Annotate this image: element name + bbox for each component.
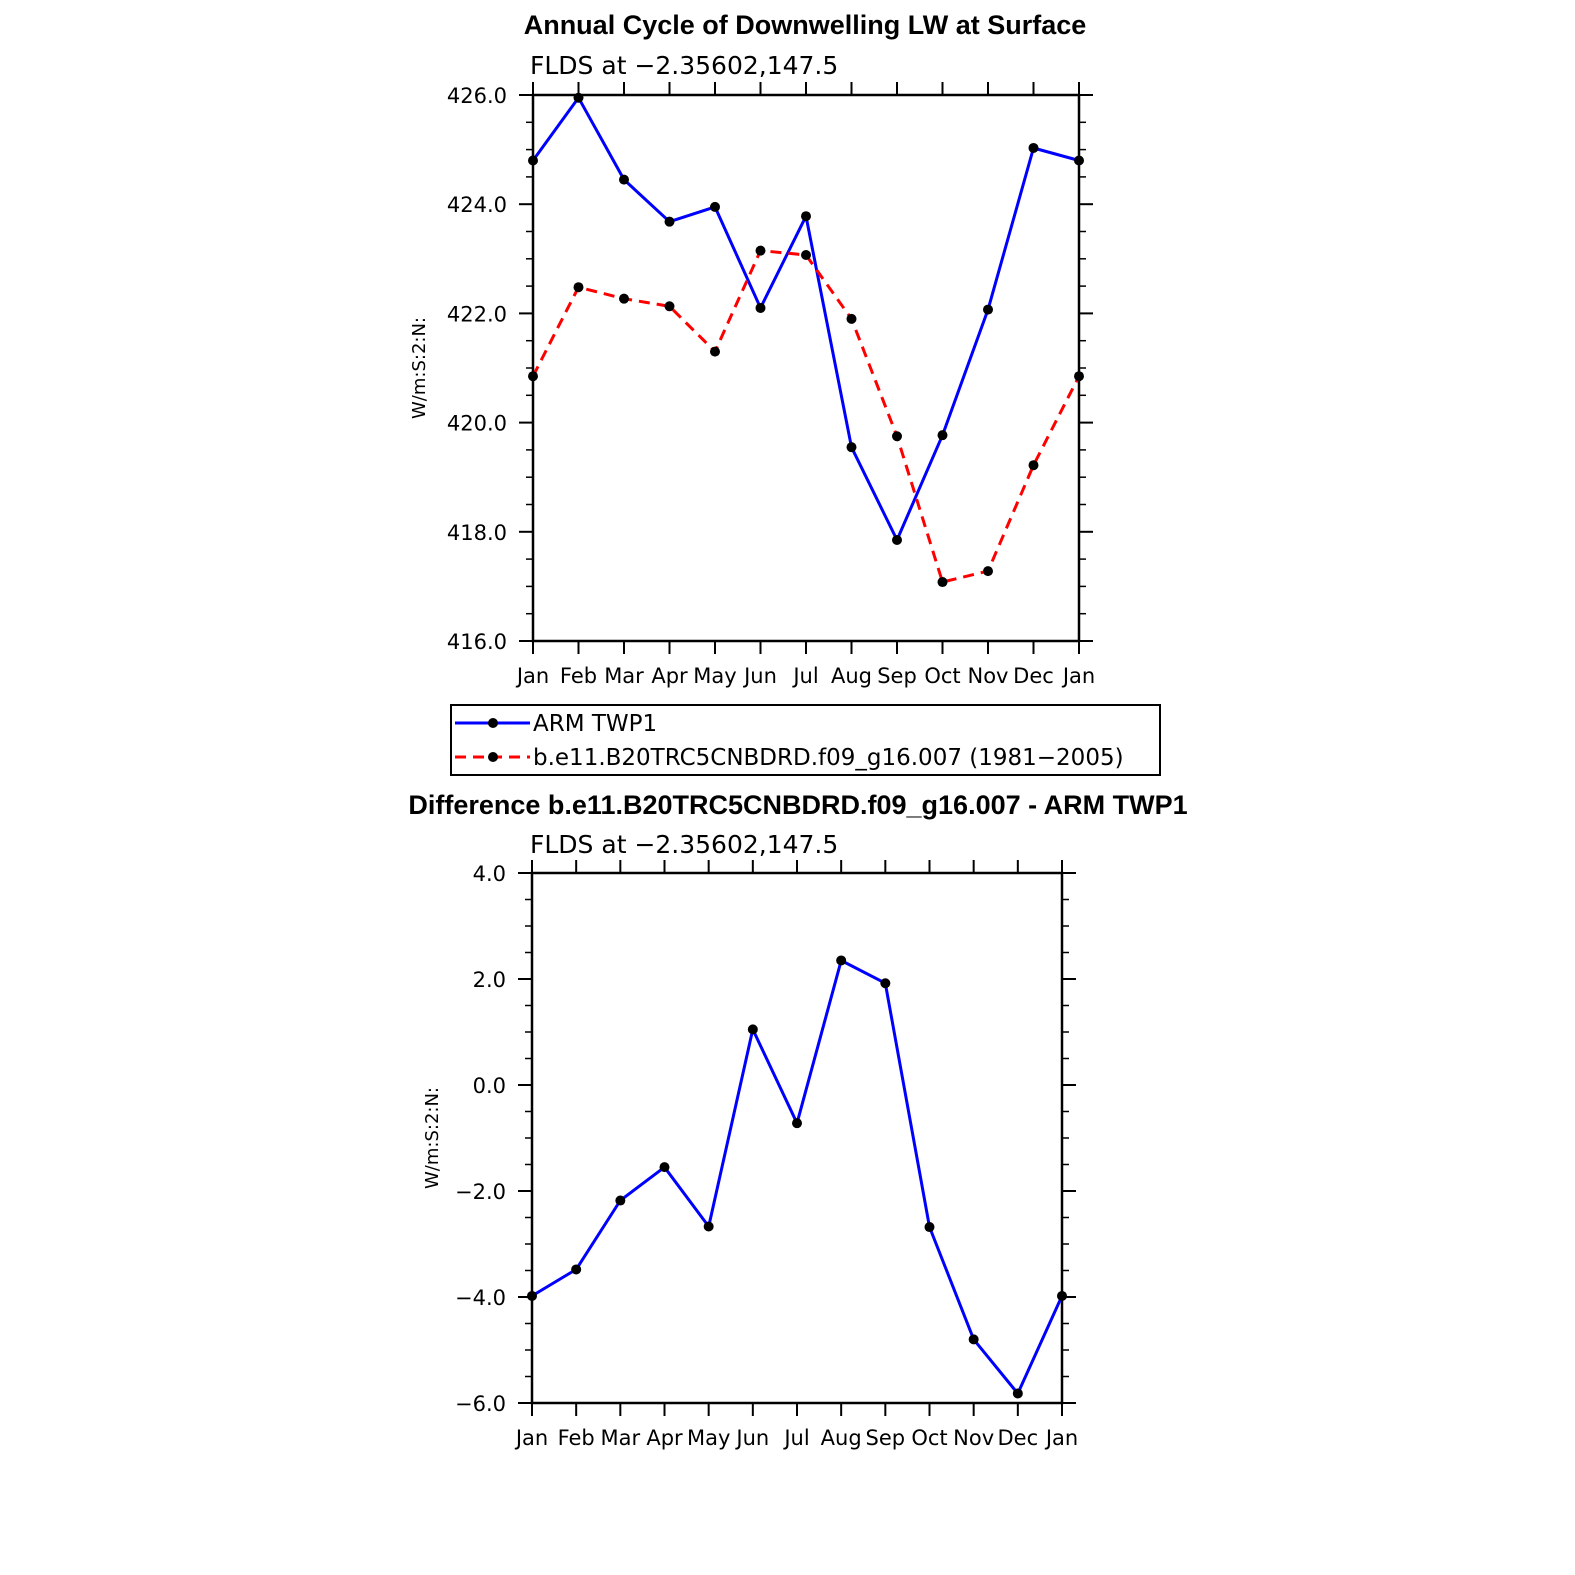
chart1-series-2-point — [755, 245, 766, 256]
chart2-series-1-point — [1012, 1388, 1023, 1399]
chart1-series-1-point — [937, 430, 948, 441]
chart2-series-1-point — [968, 1334, 979, 1345]
chart1-x-tick-label: Feb — [560, 664, 597, 688]
chart2-series-1-point — [880, 978, 891, 989]
panel2-subtitle: FLDS at −2.35602,147.5 — [530, 830, 838, 859]
chart2-x-tick-label: May — [687, 1426, 730, 1450]
legend-box — [450, 704, 1161, 776]
chart2-series-1-point — [924, 1222, 935, 1233]
chart1-series-2-line — [531, 249, 1081, 584]
chart1-x-tick-label: Nov — [968, 664, 1009, 688]
chart2-x-tick-label: Aug — [821, 1426, 862, 1450]
chart1-y-tick-label: 426.0 — [447, 84, 507, 108]
chart1-series-1-point — [1074, 155, 1084, 166]
chart1-series-2-point — [664, 301, 675, 312]
chart1-series-2-point — [1074, 371, 1084, 382]
chart2-series-1-point — [747, 1024, 758, 1035]
chart1-series-2-point — [983, 566, 993, 577]
chart2-x-tick-label: Sep — [866, 1426, 906, 1450]
chart2-x-tick-label: Jun — [734, 1426, 769, 1450]
chart1-series-1-point — [573, 92, 584, 103]
chart1-series-2-point — [528, 371, 538, 382]
chart2-x-tick-label: Dec — [998, 1426, 1039, 1450]
chart2-x-tick-label: Jul — [782, 1426, 809, 1450]
panel2-chart: Jan Feb Mar Apr May Jun Jul Aug Sep Oct Nov Dec Jan−… — [422, 860, 1078, 1450]
chart1-y-tick-label: 422.0 — [447, 302, 507, 326]
chart2-series-1-point — [792, 1118, 802, 1129]
legend: ARM TWP1 b.e11.B20TRC5CNBDRD.f09_g16.007… — [450, 704, 1161, 776]
chart1-series-2-point — [892, 431, 902, 442]
chart1-x-tick-label: Jan — [515, 664, 549, 688]
chart1-x-tick-label: May — [693, 664, 736, 688]
chart2-x-tick-label: Jan — [1044, 1426, 1078, 1450]
chart2-y-tick-label: 2.0 — [473, 968, 506, 992]
chart2-series-1-point — [659, 1162, 670, 1173]
chart2-x-tick-label: Mar — [601, 1426, 641, 1450]
chart1-series-1-point — [892, 534, 902, 545]
chart1-series-2-point — [801, 249, 811, 260]
chart1-series-1-point — [755, 302, 766, 313]
chart1-series-1-point — [1028, 142, 1039, 153]
legend-label-model: b.e11.B20TRC5CNBDRD.f09_g16.007 (1981−20… — [533, 745, 1124, 771]
chart2-y-axis-label: W/m:S:2:N: — [422, 1087, 443, 1189]
chart2-y-tick-label: −2.0 — [455, 1180, 506, 1204]
chart1-series-2-point — [937, 577, 948, 588]
chart1-x-tick-label: Dec — [1013, 664, 1054, 688]
panel1-subtitle: FLDS at −2.35602,147.5 — [530, 51, 838, 80]
chart1-plot-frame — [531, 93, 1081, 643]
chart1-x-tick-label: Jan — [1061, 664, 1095, 688]
chart1-y-tick-label: 418.0 — [447, 521, 507, 545]
chart1-series-2-point — [710, 346, 720, 357]
chart1-x-tick-label: Mar — [604, 664, 644, 688]
legend-label-arm: ARM TWP1 — [533, 711, 657, 737]
chart2-series-1-point — [615, 1195, 626, 1206]
chart1-y-tick-label: 420.0 — [447, 412, 507, 436]
chart1-series-1-point — [710, 201, 720, 212]
chart1-y-tick-label: 424.0 — [447, 193, 507, 217]
chart2-x-tick-label: Apr — [646, 1426, 683, 1450]
chart1-x-tick-label: Jun — [742, 664, 777, 688]
chart1-series-1-point — [983, 304, 993, 315]
chart1-series-2-point — [846, 313, 857, 324]
panel1-chart: Jan Feb Mar Apr May Jun Jul Aug Sep Oct Nov Dec Jan 4… — [409, 82, 1095, 688]
chart1-y-tick-label: 416.0 — [447, 630, 507, 654]
chart1-y-axis-label: W/m:S:2:N: — [409, 317, 430, 419]
chart1-x-tick-label: Apr — [651, 664, 688, 688]
chart1-series-2-point — [1028, 460, 1039, 471]
panel1-title: Annual Cycle of Downwelling LW at Surfac… — [524, 10, 1087, 40]
chart2-series-1-point — [527, 1290, 537, 1301]
chart2-series-1-point — [703, 1221, 714, 1232]
chart2-x-tick-label: Nov — [953, 1426, 994, 1450]
chart1-series-1-point — [801, 211, 811, 222]
chart1-series-2-point — [573, 282, 584, 293]
chart1-series-1-point — [846, 442, 857, 453]
chart2-y-tick-label: 0.0 — [473, 1074, 506, 1098]
chart2-series-1-line — [531, 959, 1064, 1395]
chart2-x-tick-label: Feb — [558, 1426, 595, 1450]
chart1-series-1-point — [664, 216, 675, 227]
chart1-series-1-point — [619, 174, 629, 185]
chart2-plot-frame — [530, 871, 1064, 1405]
chart1-x-tick-label: Jul — [791, 664, 818, 688]
chart2-series-1-point — [836, 955, 847, 966]
chart1-x-tick-label: Aug — [831, 664, 872, 688]
chart2-series-1-point — [1057, 1290, 1067, 1301]
chart2-series-1-point — [571, 1264, 582, 1275]
legend-marker-arm — [488, 718, 498, 728]
chart2-x-tick-label: Jan — [514, 1426, 548, 1450]
chart1-series-1-point — [528, 155, 538, 166]
legend-marker-model — [488, 752, 498, 762]
chart1-series-1-line — [531, 96, 1080, 542]
chart2-y-tick-label: −6.0 — [455, 1392, 506, 1416]
panel2-title: Difference b.e11.B20TRC5CNBDRD.f09_g16.0… — [408, 790, 1187, 820]
chart2-y-tick-label: 4.0 — [473, 862, 506, 886]
chart1-x-tick-label: Sep — [877, 664, 917, 688]
chart1-series-2-point — [619, 293, 629, 304]
chart1-x-tick-label: Oct — [924, 664, 960, 688]
chart2-x-tick-label: Oct — [911, 1426, 947, 1450]
chart2-y-tick-label: −4.0 — [455, 1286, 506, 1310]
